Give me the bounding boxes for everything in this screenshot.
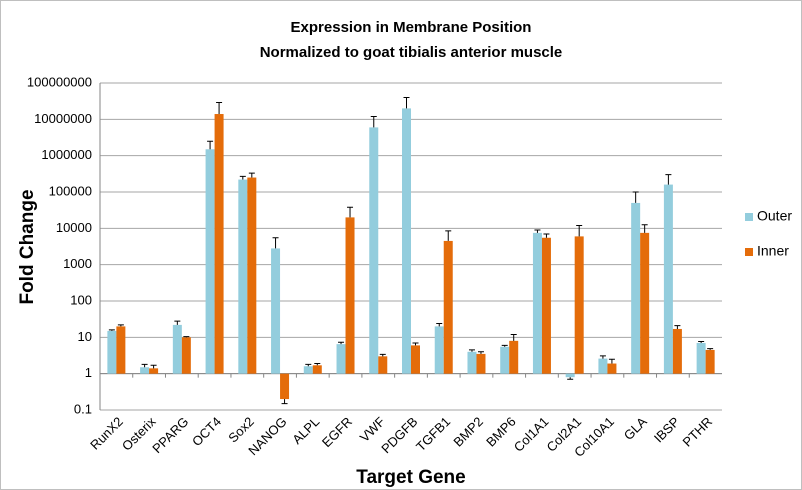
bar — [443, 240, 453, 374]
error-bar — [543, 233, 550, 238]
error-bar — [599, 355, 606, 359]
legend-swatch — [745, 213, 753, 221]
y-axis-title: Fold Change — [17, 189, 38, 304]
error-bar — [370, 115, 377, 128]
error-bar — [403, 96, 410, 109]
bar — [140, 367, 150, 374]
legend-swatch — [745, 248, 753, 256]
bar — [434, 326, 444, 374]
bar — [181, 337, 191, 374]
bar — [402, 108, 411, 374]
bar — [107, 330, 117, 374]
bar — [631, 202, 641, 374]
y-tick-label: 10000000 — [34, 111, 92, 126]
error-bar — [534, 229, 541, 233]
bar — [598, 358, 608, 374]
bar — [303, 366, 313, 374]
error-bar — [707, 348, 714, 350]
chart-title: Expression in Membrane Position — [291, 19, 532, 36]
error-bar — [445, 230, 452, 241]
error-bar — [608, 358, 615, 364]
bar — [271, 248, 281, 374]
error-bar — [477, 351, 484, 354]
error-bar — [216, 102, 223, 115]
error-bar — [510, 333, 517, 341]
bar — [541, 237, 551, 374]
bar — [280, 373, 290, 400]
error-bar — [347, 206, 354, 218]
bar — [172, 324, 182, 374]
error-bar — [108, 329, 115, 331]
error-bar — [183, 336, 190, 338]
y-tick-label: 10 — [78, 329, 92, 344]
error-bar — [412, 342, 419, 346]
y-tick-label: 0.1 — [74, 401, 92, 416]
error-bar — [141, 363, 148, 368]
bar — [574, 236, 584, 374]
error-bar — [150, 364, 157, 369]
bar — [696, 342, 706, 374]
bar — [532, 232, 542, 374]
bar — [336, 344, 346, 374]
error-bar — [338, 341, 345, 345]
y-tick-label: 1000 — [63, 256, 92, 271]
error-bar — [641, 224, 648, 233]
error-bar — [239, 175, 246, 180]
y-tick-label: 10000 — [56, 220, 92, 235]
y-tick-label: 100000 — [49, 183, 92, 198]
chart-subtitle: Normalized to goat tibialis anterior mus… — [260, 44, 563, 61]
error-bar — [305, 363, 312, 367]
error-bar — [501, 344, 508, 347]
bar — [369, 127, 379, 374]
bar — [205, 149, 215, 374]
error-bar — [567, 377, 574, 380]
bar — [345, 217, 355, 374]
bar — [378, 356, 388, 374]
bar — [672, 328, 682, 374]
error-bar — [436, 323, 443, 327]
y-tick-label: 1 — [85, 365, 92, 380]
error-bar — [248, 172, 255, 178]
error-bar — [281, 399, 288, 405]
bar — [116, 326, 126, 374]
bar — [663, 184, 673, 374]
error-bar — [698, 340, 705, 343]
error-bar — [174, 320, 181, 325]
legend-label: Inner — [757, 243, 789, 259]
legend-label: Outer — [757, 208, 792, 224]
bar — [312, 365, 322, 374]
bar — [467, 351, 477, 374]
bar — [214, 114, 224, 374]
error-bar — [674, 325, 681, 329]
error-bar — [272, 237, 279, 249]
error-bar — [117, 324, 124, 327]
error-bar — [207, 140, 214, 150]
bar — [247, 177, 257, 374]
y-tick-label: 1000000 — [41, 147, 92, 162]
bar — [500, 346, 510, 374]
x-axis-title: Target Gene — [356, 467, 465, 488]
y-tick-label: 100000000 — [27, 74, 92, 89]
error-bar — [665, 174, 672, 185]
bar — [705, 349, 715, 374]
bar — [149, 368, 159, 374]
bar — [509, 340, 519, 374]
y-tick-label: 100 — [70, 292, 92, 307]
error-bar — [468, 349, 475, 352]
error-bar — [632, 191, 639, 203]
bar — [607, 363, 617, 374]
bar — [565, 373, 575, 378]
bar — [411, 345, 420, 374]
bar — [238, 179, 248, 374]
error-bar — [314, 363, 321, 366]
bar — [476, 353, 486, 374]
bar — [640, 232, 650, 374]
error-bar — [379, 353, 386, 357]
error-bar — [576, 224, 583, 237]
